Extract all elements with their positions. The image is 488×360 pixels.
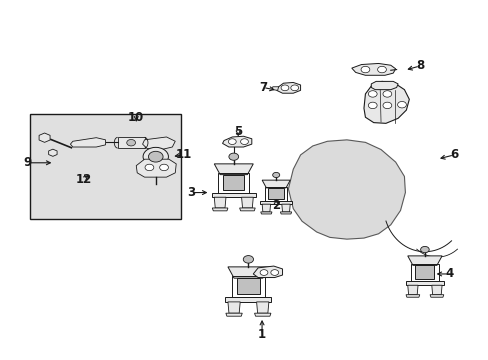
Polygon shape: [407, 256, 441, 265]
Polygon shape: [405, 281, 443, 285]
Circle shape: [260, 270, 267, 275]
Text: 2: 2: [272, 199, 280, 212]
Circle shape: [382, 91, 391, 97]
Polygon shape: [370, 81, 397, 90]
Polygon shape: [225, 297, 271, 302]
Circle shape: [360, 66, 369, 73]
Circle shape: [159, 164, 168, 171]
Polygon shape: [262, 204, 270, 212]
Polygon shape: [239, 208, 255, 211]
Polygon shape: [212, 208, 227, 211]
Polygon shape: [254, 313, 270, 316]
Circle shape: [367, 102, 376, 109]
Polygon shape: [214, 164, 253, 175]
Circle shape: [126, 139, 135, 146]
Circle shape: [290, 85, 298, 91]
Circle shape: [143, 147, 168, 166]
Polygon shape: [431, 285, 441, 295]
Polygon shape: [223, 175, 244, 190]
Text: 6: 6: [449, 148, 457, 161]
Polygon shape: [262, 180, 290, 188]
Polygon shape: [429, 295, 443, 297]
Polygon shape: [227, 267, 268, 278]
Polygon shape: [260, 212, 271, 214]
Text: 12: 12: [75, 173, 92, 186]
Polygon shape: [276, 82, 300, 93]
Text: 11: 11: [175, 148, 191, 161]
Circle shape: [240, 139, 248, 144]
Text: 7: 7: [259, 81, 266, 94]
Polygon shape: [214, 197, 225, 208]
Circle shape: [228, 153, 238, 160]
Polygon shape: [48, 149, 57, 156]
Text: 5: 5: [234, 125, 242, 138]
Polygon shape: [222, 136, 251, 147]
Polygon shape: [268, 188, 284, 199]
Polygon shape: [70, 138, 105, 147]
Polygon shape: [272, 87, 278, 90]
Circle shape: [382, 102, 391, 109]
Polygon shape: [225, 313, 242, 316]
Circle shape: [243, 256, 253, 263]
Bar: [30, 114, 181, 220]
Circle shape: [420, 246, 428, 253]
Text: 8: 8: [415, 59, 423, 72]
Text: 9: 9: [23, 156, 32, 169]
Text: 10: 10: [128, 111, 144, 124]
Polygon shape: [136, 159, 176, 177]
Polygon shape: [351, 63, 395, 75]
Polygon shape: [407, 285, 417, 295]
Circle shape: [148, 151, 163, 162]
Polygon shape: [253, 266, 282, 278]
Polygon shape: [227, 302, 240, 313]
Polygon shape: [142, 137, 175, 149]
Text: 3: 3: [186, 186, 195, 199]
Polygon shape: [363, 81, 408, 123]
Polygon shape: [211, 193, 255, 197]
Circle shape: [270, 270, 278, 275]
Circle shape: [228, 139, 236, 144]
Polygon shape: [260, 201, 291, 204]
Circle shape: [281, 85, 288, 91]
Circle shape: [145, 164, 154, 171]
Circle shape: [377, 66, 386, 73]
Polygon shape: [288, 140, 405, 239]
Polygon shape: [241, 197, 253, 208]
Circle shape: [272, 172, 279, 177]
Polygon shape: [118, 137, 144, 148]
Text: 1: 1: [258, 328, 265, 341]
Polygon shape: [280, 212, 291, 214]
Polygon shape: [405, 295, 419, 297]
Polygon shape: [256, 302, 268, 313]
Polygon shape: [237, 278, 259, 294]
Polygon shape: [39, 133, 50, 142]
Text: 4: 4: [444, 267, 452, 280]
Circle shape: [367, 91, 376, 97]
Polygon shape: [281, 204, 290, 212]
Circle shape: [397, 102, 406, 108]
Polygon shape: [415, 265, 433, 279]
